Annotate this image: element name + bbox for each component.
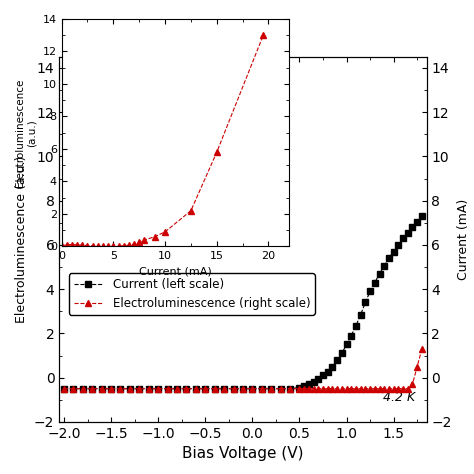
Y-axis label: Electroluminescence (a.u.): Electroluminescence (a.u.) [16,155,28,323]
Text: 4.2 K: 4.2 K [383,391,416,404]
Line: Electroluminescence (right scale): Electroluminescence (right scale) [61,346,425,392]
Current (left scale) [231,386,237,392]
X-axis label: Current (mA): Current (mA) [139,267,212,277]
Electroluminescence (right scale) [325,386,330,392]
Electroluminescence (right scale) [231,386,237,392]
X-axis label: Bias Voltage (V): Bias Voltage (V) [182,447,304,461]
Electroluminescence (right scale) [419,346,425,352]
Electroluminescence (right scale) [334,386,340,392]
Current (left scale) [61,386,67,392]
Current (left scale) [287,386,293,392]
Current (left scale) [419,213,425,219]
Electroluminescence (right scale) [400,386,406,392]
Electroluminescence (right scale) [99,386,104,392]
Electroluminescence (right scale) [287,386,293,392]
Current (left scale) [99,386,104,392]
Current (left scale) [400,236,406,241]
Current (left scale) [334,357,340,363]
Legend: Current (left scale), Electroluminescence (right scale): Current (left scale), Electroluminescenc… [69,273,315,315]
Line: Current (left scale): Current (left scale) [61,213,425,392]
Current (left scale) [325,369,330,375]
Y-axis label: Electroluminescence
(a.u.): Electroluminescence (a.u.) [16,79,37,187]
Electroluminescence (right scale) [61,386,67,392]
Y-axis label: Current (mA): Current (mA) [457,199,470,280]
